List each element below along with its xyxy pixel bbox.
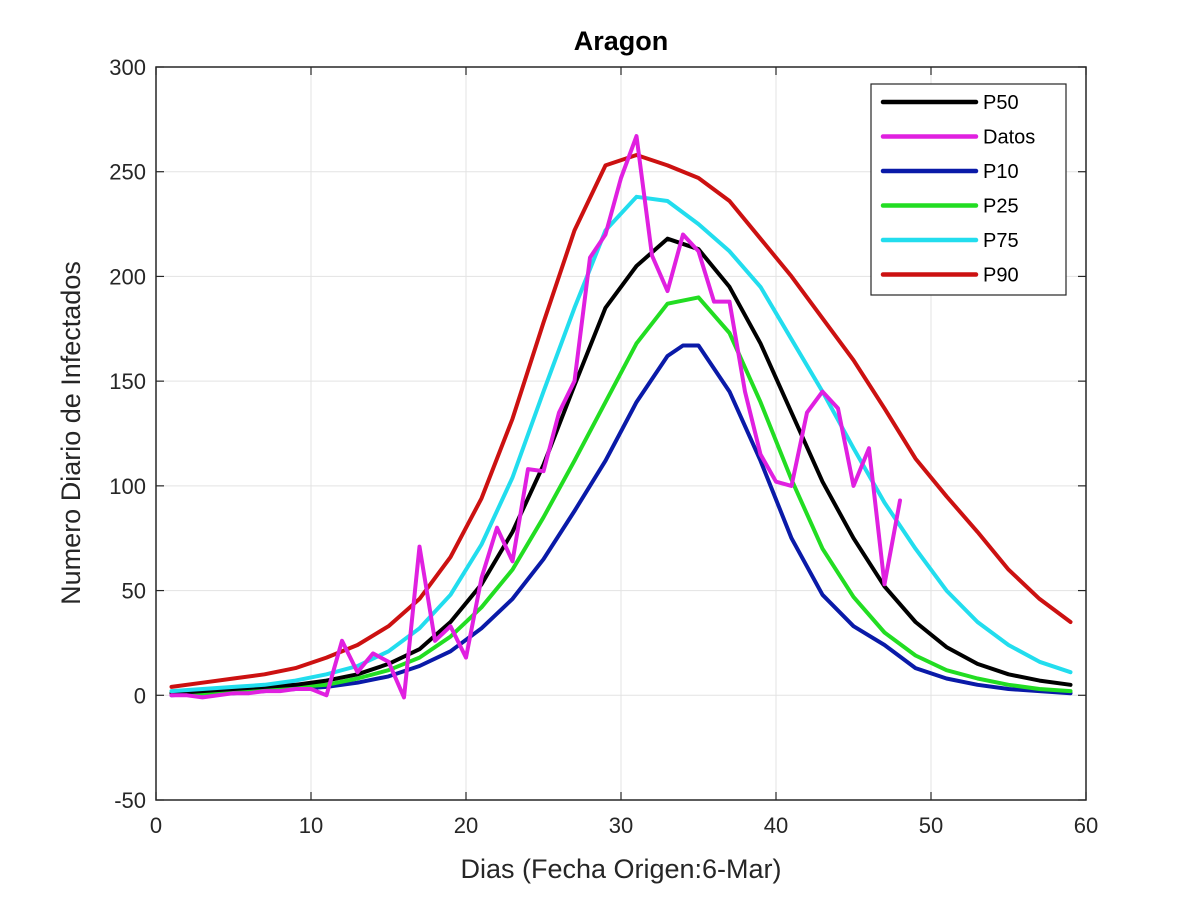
legend-entry: P10 bbox=[983, 161, 1019, 183]
x-tick-label: 40 bbox=[764, 813, 788, 838]
y-tick-label: 0 bbox=[134, 683, 146, 708]
y-tick-label: 300 bbox=[109, 55, 146, 80]
series-line-p25 bbox=[169, 295, 1073, 696]
series-line-datos bbox=[169, 134, 902, 700]
legend-entry: P50 bbox=[983, 92, 1019, 114]
x-tick-label: 10 bbox=[299, 813, 323, 838]
y-tick-label: 100 bbox=[109, 474, 146, 499]
series-line-p50 bbox=[169, 236, 1073, 696]
y-tick-label: 200 bbox=[109, 264, 146, 289]
legend-entry: P90 bbox=[983, 265, 1019, 287]
x-tick-label: 50 bbox=[919, 813, 943, 838]
x-tick-label: 60 bbox=[1074, 813, 1098, 838]
legend: P50 Datos P10 P25 P75 P90 bbox=[870, 83, 1067, 296]
legend-entry: Datos bbox=[983, 127, 1035, 149]
y-tick-label: 150 bbox=[109, 369, 146, 394]
y-tick-label: 50 bbox=[122, 579, 146, 604]
x-tick-label: 20 bbox=[454, 813, 478, 838]
chart-title: Aragon bbox=[574, 26, 669, 56]
series-lines bbox=[169, 134, 1073, 700]
y-tick-label: 250 bbox=[109, 160, 146, 185]
y-tick-label: -50 bbox=[114, 788, 146, 813]
x-axis-label: Dias (Fecha Origen:6-Mar) bbox=[460, 854, 781, 884]
x-tick-label: 30 bbox=[609, 813, 633, 838]
y-axis-label: Numero Diario de Infectados bbox=[56, 261, 86, 605]
legend-entry: P25 bbox=[983, 196, 1019, 218]
legend-entry: P75 bbox=[983, 230, 1019, 252]
legend-box bbox=[870, 83, 1067, 296]
series-line-p90 bbox=[169, 153, 1073, 689]
series-line-p10 bbox=[169, 343, 1073, 698]
series-line-p75 bbox=[169, 194, 1073, 694]
x-tick-label: 0 bbox=[150, 813, 162, 838]
